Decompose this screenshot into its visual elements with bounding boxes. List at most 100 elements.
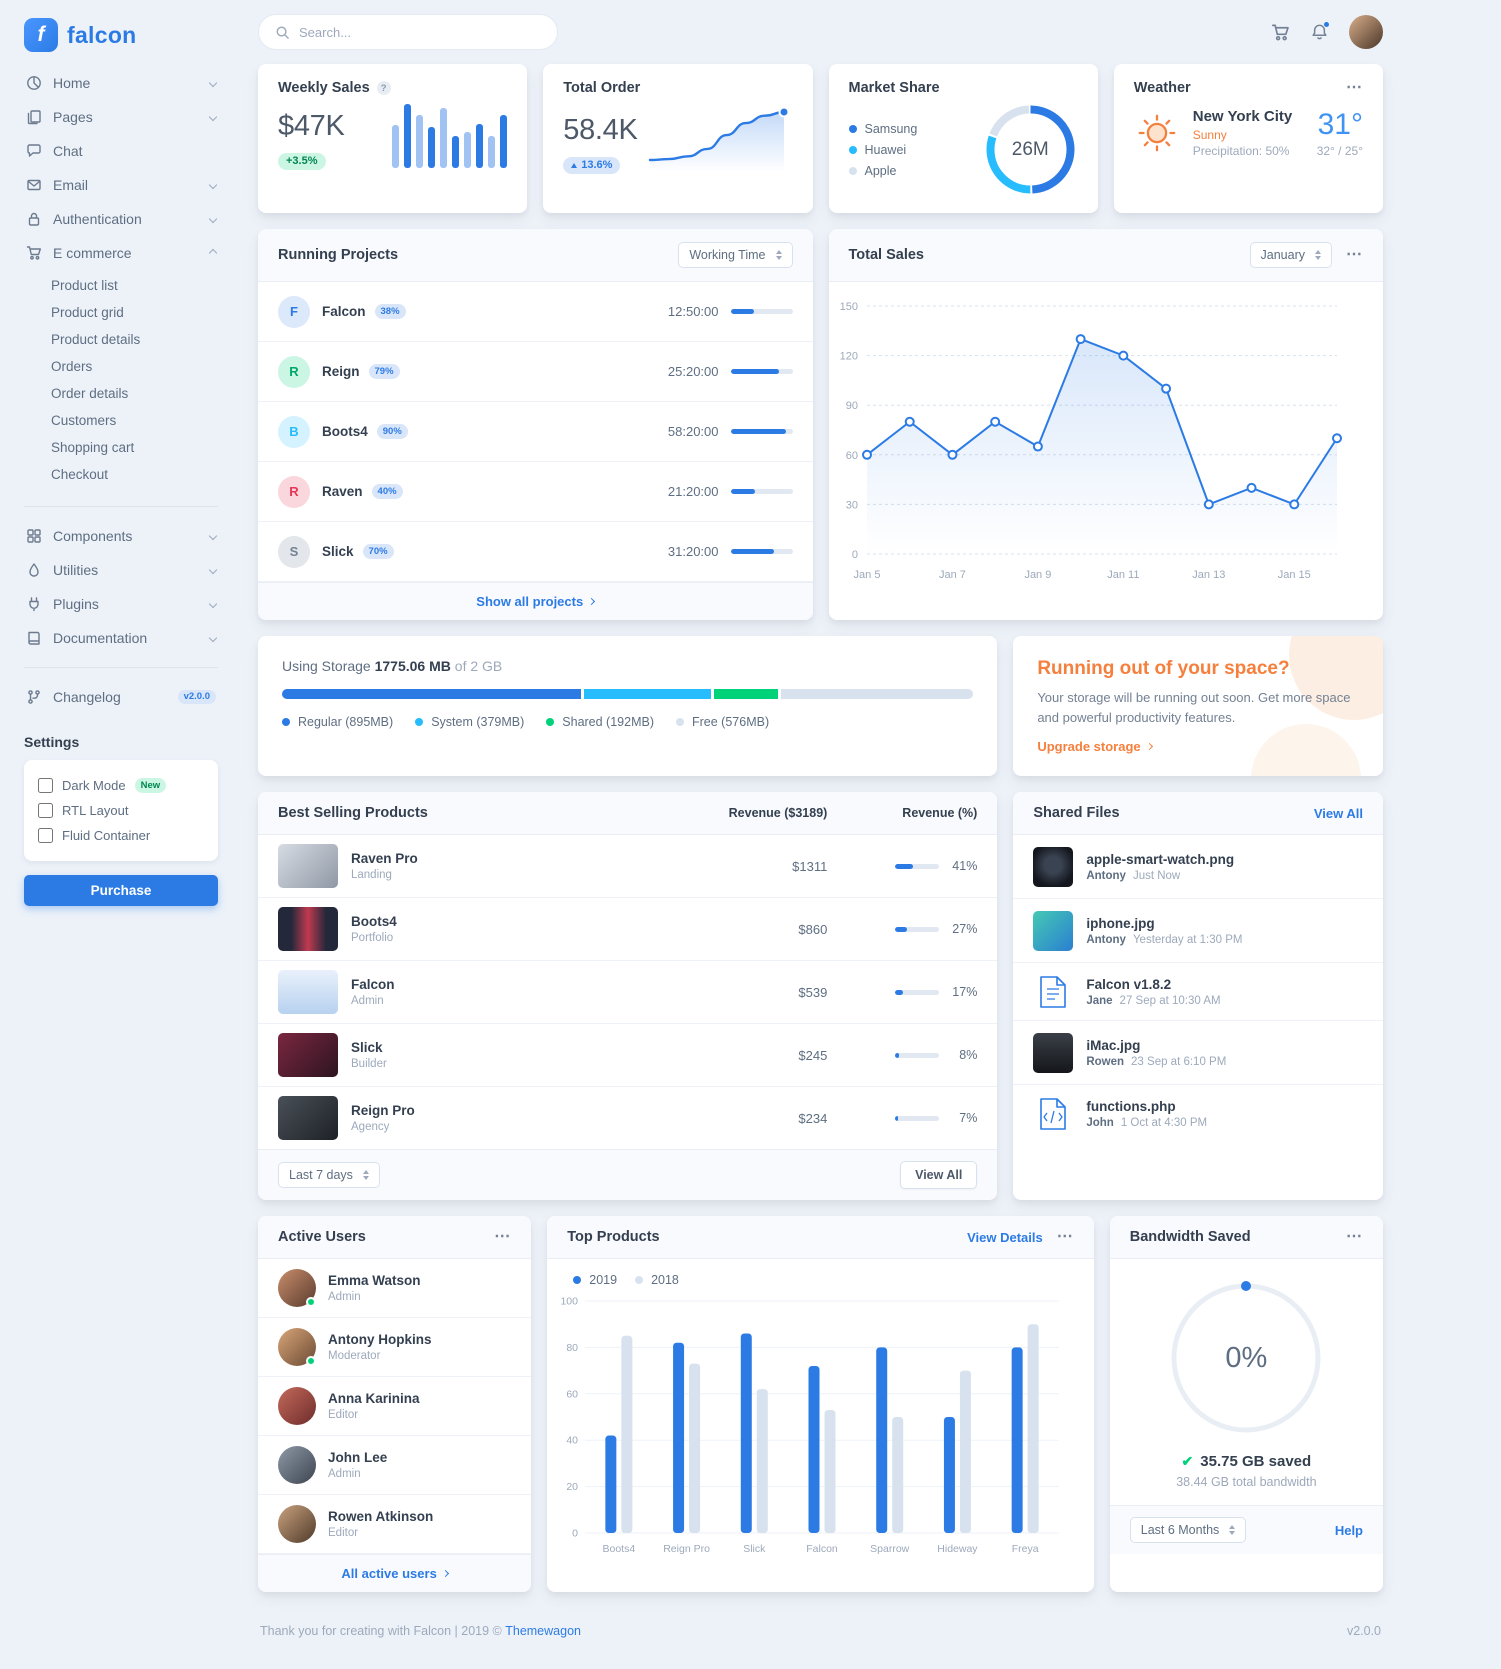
working-time-select[interactable]: Working Time [678, 242, 793, 268]
svg-text:Jan 7: Jan 7 [938, 569, 965, 581]
show-all-projects-link[interactable]: Show all projects [476, 594, 596, 609]
card-title: Bandwidth Saved [1129, 1229, 1251, 1245]
sidebar-subitem-order-details[interactable]: Order details [51, 386, 129, 401]
user-name-link[interactable]: Anna Karinina [328, 1391, 420, 1406]
file-name-link[interactable]: functions.php [1086, 1098, 1176, 1114]
project-row: R Reign 79% 25:20:00 [258, 342, 813, 402]
settings-heading: Settings [24, 734, 80, 750]
file-owner: John [1086, 1116, 1114, 1129]
purchase-button[interactable]: Purchase [24, 875, 218, 906]
brand-logo[interactable]: f falcon [24, 12, 218, 66]
storage-upsell-card: Running out of your space? Your storage … [1013, 636, 1383, 776]
revenue-percent: 8% [959, 1048, 978, 1062]
file-row[interactable]: apple-smart-watch.png Antony Just Now [1013, 835, 1383, 899]
user-name-link[interactable]: Rowen Atkinson [328, 1509, 434, 1524]
sidebar-item-authentication[interactable]: Authentication [24, 202, 218, 236]
sidebar-item-utilities[interactable]: Utilities [24, 553, 218, 587]
sidebar-item-label: Plugins [53, 596, 99, 612]
user-name-link[interactable]: John Lee [328, 1450, 388, 1465]
themewagon-link[interactable]: Themewagon [505, 1624, 581, 1638]
product-name-link[interactable]: Reign Pro [351, 1103, 415, 1118]
bandwidth-saved: 35.75 GB saved [1200, 1453, 1312, 1470]
rtl-layout-toggle[interactable]: RTL Layout [38, 798, 204, 823]
fluid-checkbox[interactable] [38, 828, 53, 843]
user-name-link[interactable]: Antony Hopkins [328, 1332, 432, 1347]
project-name-link[interactable]: Raven [322, 484, 363, 499]
sidebar-item-components[interactable]: Components [24, 519, 218, 553]
project-progress-badge: 79% [368, 364, 400, 379]
file-name-link[interactable]: iphone.jpg [1086, 915, 1155, 931]
project-progress-bar [730, 429, 793, 434]
sidebar-item-changelog[interactable]: Changelog v2.0.0 [24, 680, 218, 714]
date-range-select[interactable]: Last 7 days [278, 1162, 380, 1188]
file-row[interactable]: iphone.jpg Antony Yesterday at 1:30 PM [1013, 899, 1383, 963]
card-menu-icon[interactable]: ⋯ [1346, 79, 1363, 96]
sidebar-divider [24, 667, 218, 668]
sidebar-subitem-shopping-cart[interactable]: Shopping cart [51, 440, 135, 455]
chevron-down-icon [208, 531, 218, 541]
sidebar-item-plugins[interactable]: Plugins [24, 587, 218, 621]
svg-text:60: 60 [845, 450, 857, 462]
all-active-users-link[interactable]: All active users [341, 1566, 449, 1581]
sidebar-subitem-product-details[interactable]: Product details [51, 332, 141, 347]
sidebar-item-email[interactable]: Email [24, 168, 218, 202]
rtl-checkbox[interactable] [38, 803, 53, 818]
sidebar-subitem-product-list[interactable]: Product list [51, 278, 118, 293]
file-thumbnail [1033, 846, 1074, 887]
svg-text:Slick: Slick [743, 1543, 766, 1555]
sidebar-subitem-checkout[interactable]: Checkout [51, 467, 109, 482]
sidebar-subitem-orders[interactable]: Orders [51, 359, 93, 374]
help-link[interactable]: Help [1334, 1522, 1363, 1538]
sidebar-subitem-product-grid[interactable]: Product grid [51, 305, 124, 320]
sidebar-item-chat[interactable]: Chat [24, 134, 218, 168]
sidebar-subitem-customers[interactable]: Customers [51, 413, 117, 428]
dark-mode-checkbox[interactable] [38, 778, 53, 793]
legend-dot [635, 1276, 644, 1284]
chevron-down-icon [208, 214, 218, 224]
view-details-link[interactable]: View Details [967, 1229, 1043, 1245]
project-progress-badge: 90% [376, 424, 408, 439]
card-menu-icon[interactable]: ⋯ [1346, 1228, 1363, 1245]
legend-item-huawei: Huawei [848, 143, 918, 157]
sidebar-item-pages[interactable]: Pages [24, 100, 218, 134]
file-row[interactable]: iMac.jpg Rowen 23 Sep at 6:10 PM [1013, 1021, 1383, 1085]
project-name-link[interactable]: Boots4 [322, 424, 368, 439]
product-name-link[interactable]: Falcon [351, 977, 395, 992]
product-name-link[interactable]: Slick [351, 1040, 383, 1055]
storage-title: Using Storage 1775.06 MB of 2 GB [282, 658, 503, 674]
project-name-link[interactable]: Slick [322, 544, 354, 559]
month-select[interactable]: January [1249, 242, 1332, 268]
sidebar-item-home[interactable]: Home [24, 66, 218, 100]
notifications-bell-icon[interactable] [1310, 20, 1330, 42]
search-input[interactable] [299, 24, 541, 40]
user-avatar[interactable] [1349, 15, 1383, 49]
project-name-link[interactable]: Falcon [322, 304, 366, 319]
help-icon[interactable]: ? [376, 81, 391, 95]
total-sales-card: Total Sales January ⋯ 0 30 60 90 120 150 Jan 5… [828, 229, 1383, 620]
fluid-container-toggle[interactable]: Fluid Container [38, 823, 204, 848]
view-all-files-link[interactable]: View All [1313, 805, 1363, 821]
file-name-link[interactable]: apple-smart-watch.png [1086, 851, 1235, 867]
product-name-link[interactable]: Raven Pro [351, 851, 418, 866]
project-name-link[interactable]: Reign [322, 364, 360, 379]
view-all-button[interactable]: View All [900, 1161, 978, 1189]
card-menu-icon[interactable]: ⋯ [1346, 246, 1363, 263]
sidebar: f falcon Home Pages Chat Email [0, 0, 240, 1656]
file-name-link[interactable]: Falcon v1.8.2 [1086, 976, 1172, 992]
user-name-link[interactable]: Emma Watson [328, 1273, 421, 1288]
file-row[interactable]: Falcon v1.8.2 Jane 27 Sep at 10:30 AM [1013, 963, 1383, 1021]
card-menu-icon[interactable]: ⋯ [494, 1228, 512, 1245]
sidebar-item-ecommerce[interactable]: E commerce [24, 236, 218, 270]
sidebar-item-label: Documentation [53, 630, 148, 646]
sidebar-item-documentation[interactable]: Documentation [24, 621, 218, 655]
online-status-dot [306, 1356, 316, 1366]
card-menu-icon[interactable]: ⋯ [1056, 1228, 1074, 1245]
file-row[interactable]: functions.php John 1 Oct at 4:30 PM [1013, 1085, 1383, 1142]
setting-label: RTL Layout [62, 803, 129, 818]
dark-mode-toggle[interactable]: Dark Mode New [38, 773, 204, 798]
cart-icon[interactable] [1271, 23, 1290, 42]
file-name-link[interactable]: iMac.jpg [1086, 1037, 1141, 1053]
product-name-link[interactable]: Boots4 [351, 914, 397, 929]
months-select[interactable]: Last 6 Months [1129, 1517, 1247, 1543]
upgrade-storage-link[interactable]: Upgrade storage [1037, 739, 1153, 754]
